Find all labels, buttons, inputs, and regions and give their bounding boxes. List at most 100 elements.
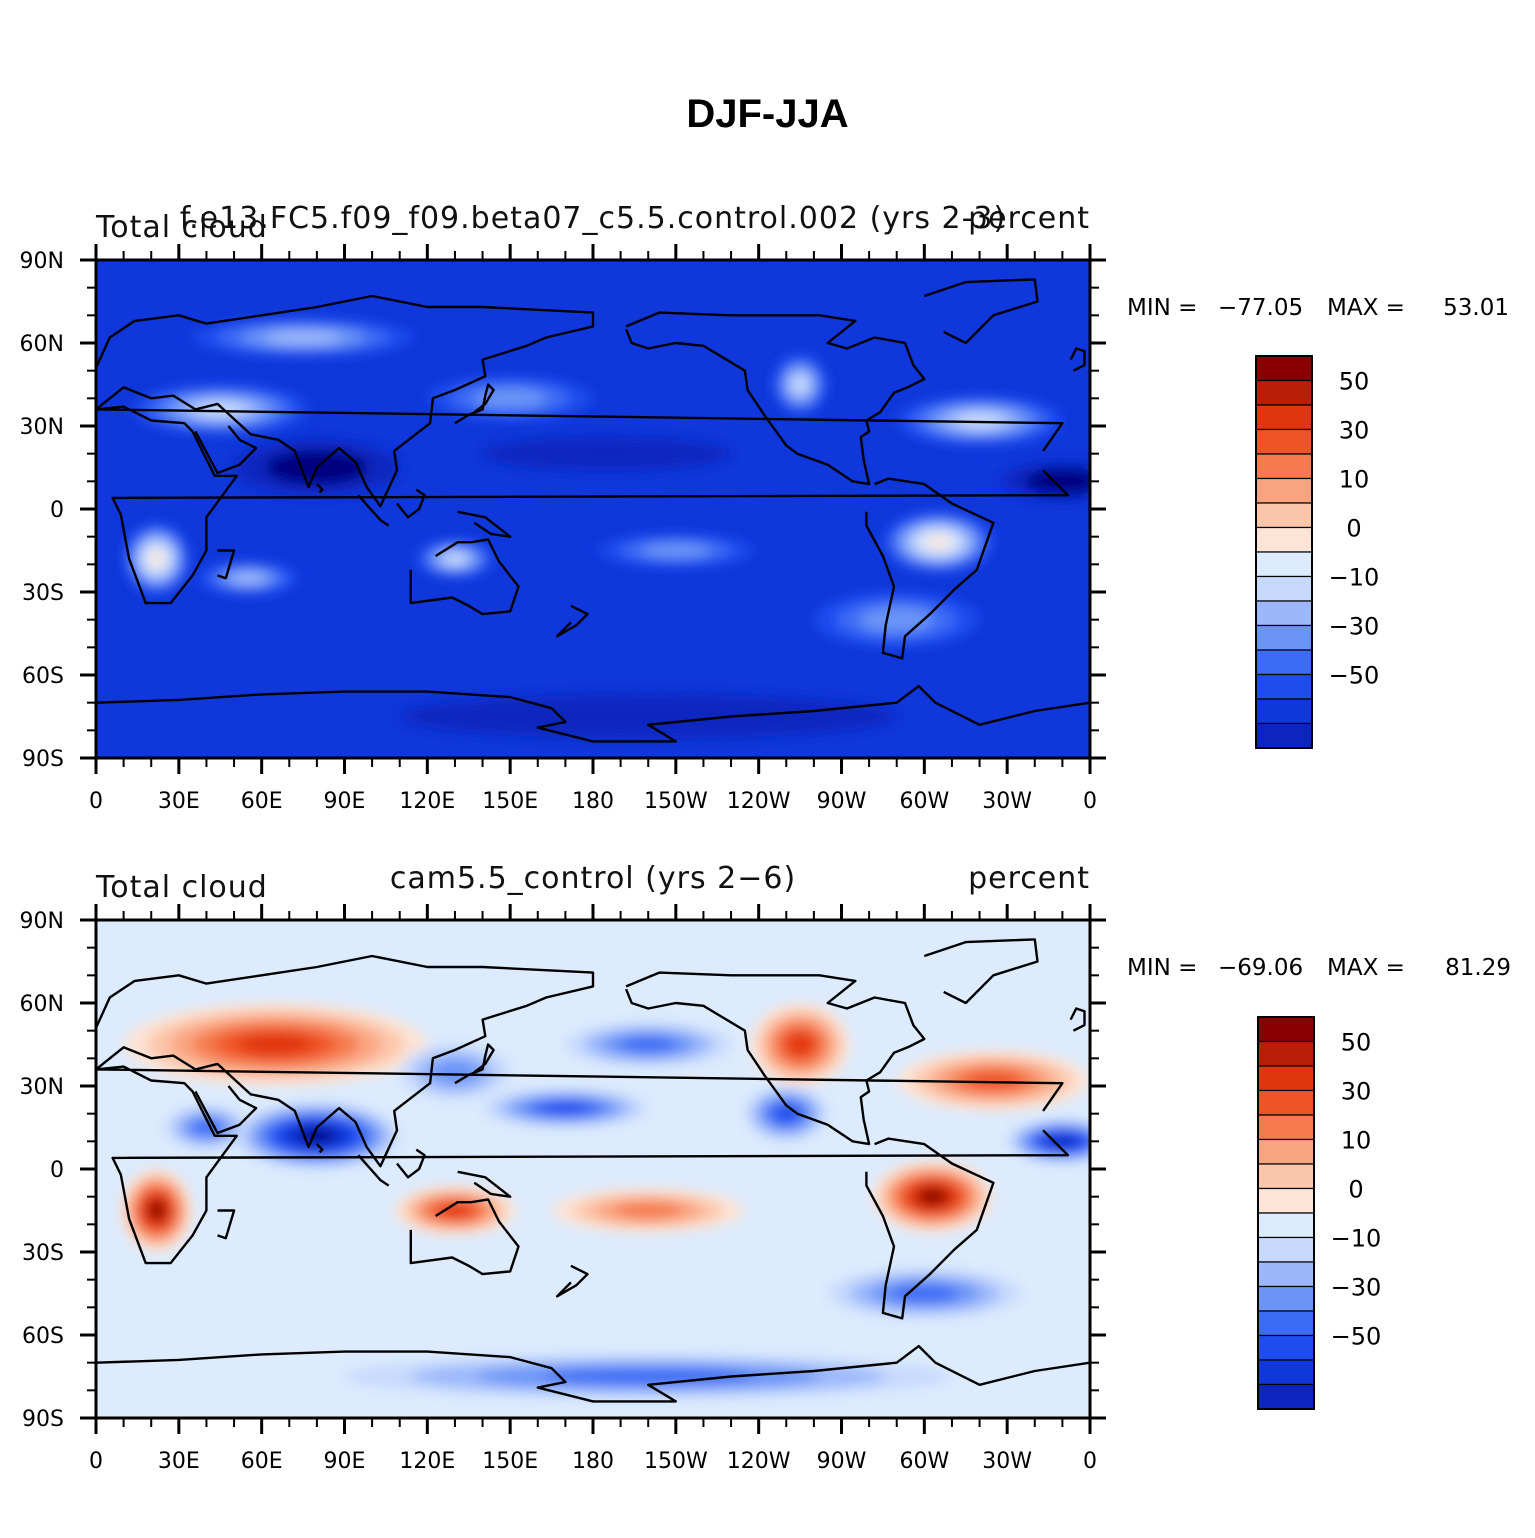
colorbar-segment — [1255, 355, 1313, 382]
coastline — [624, 311, 926, 486]
colorbar-frame — [1255, 355, 1313, 749]
coastline — [217, 1209, 236, 1240]
coastline — [396, 488, 426, 519]
lon-tick-label: 60W — [899, 789, 949, 814]
lon-tick-labels: 0 30E 60E 90E 120E 150E 180 150W 120W 90W 60W 30W 0 — [89, 789, 1097, 814]
colorbar-label: −50 — [1331, 1323, 1382, 1351]
lon-tick-label: 120W — [727, 1449, 791, 1474]
lat-tick-label: 30S — [22, 1241, 64, 1266]
lon-tick-labels: 0 30E 60E 90E 120E 150E 180 150W 120W 90W 60W 30W 0 — [89, 1449, 1097, 1474]
coastline — [96, 684, 1090, 743]
anomaly-contour — [788, 1034, 813, 1055]
panel-right-label: percent — [968, 861, 1090, 896]
colorbar-label: 10 — [1341, 1127, 1372, 1155]
coastline — [316, 483, 324, 494]
lat-tick-labels: 90N 60N 30N 0 30S 60S 90S — [20, 249, 64, 772]
lon-tick-label: 150E — [482, 1449, 538, 1474]
coastline — [96, 1344, 1090, 1403]
colorbar-label: −50 — [1329, 662, 1380, 690]
max-value: 81.29 — [1445, 955, 1511, 981]
colorbar-segment — [1257, 1285, 1315, 1312]
axis-ticks — [80, 904, 1106, 1434]
lon-tick-label: 180 — [572, 1449, 614, 1474]
lon-tick-label: 150W — [644, 789, 708, 814]
anomaly-contour — [230, 572, 266, 584]
colorbar-segment — [1257, 1236, 1315, 1263]
lon-tick-label: 120E — [399, 1449, 455, 1474]
lat-tick-label: 30N — [20, 1075, 64, 1100]
coastline — [217, 549, 236, 580]
lon-tick-label: 30W — [982, 789, 1032, 814]
colorbar-segment — [1255, 477, 1313, 504]
colorbar-segment — [1257, 1187, 1315, 1214]
panel-right-label: percent — [968, 201, 1090, 236]
lat-tick-labels: 90N 60N 30N 0 30S 60S 90S — [20, 909, 64, 1432]
colorbar-segment — [1257, 1016, 1315, 1043]
lat-tick-label: 60S — [22, 1324, 64, 1349]
coastline — [454, 1043, 495, 1085]
lon-tick-label: 0 — [89, 789, 103, 814]
panel-left-label: Total cloud — [95, 870, 268, 905]
colorbar-segment — [1257, 1138, 1315, 1165]
colorbar-segment — [1255, 526, 1313, 553]
min-label: MIN = — [1127, 295, 1197, 321]
colorbar-segment — [1255, 502, 1313, 529]
lon-tick-label: 120W — [727, 789, 791, 814]
lat-tick-label: 60N — [20, 992, 64, 1017]
colorbar-segment — [1255, 379, 1313, 406]
panel-center-label: f.e13.FC5.f09_f09.beta07_c5.5.control.00… — [180, 201, 1006, 236]
anomaly-field — [120, 1003, 1090, 1399]
figure-title: DJF-JJA — [686, 92, 849, 136]
coastline — [555, 1264, 589, 1298]
coastline — [865, 477, 995, 660]
coastline — [454, 383, 495, 425]
lon-tick-label: 30E — [158, 789, 200, 814]
anomaly-contour — [921, 1189, 944, 1204]
lon-tick-label: 60E — [241, 1449, 283, 1474]
colorbar-label: 50 — [1339, 368, 1370, 396]
colorbar-segment — [1257, 1040, 1315, 1067]
coastline — [357, 1154, 390, 1187]
colorbar-label: 30 — [1339, 417, 1370, 445]
coastline — [96, 405, 1070, 605]
colorbar-segment — [1255, 722, 1313, 749]
coastline — [96, 954, 595, 1168]
coastline — [396, 1148, 426, 1179]
colorbar-label: 0 — [1348, 1176, 1363, 1204]
anomaly-contour — [926, 535, 950, 549]
anomaly-contour — [149, 551, 164, 567]
colorbar-label: −10 — [1329, 564, 1380, 592]
anomaly-contour — [238, 1034, 313, 1055]
colorbar-label: 30 — [1341, 1078, 1372, 1106]
anomaly-contour — [890, 1284, 958, 1303]
coastlines — [96, 278, 1090, 743]
coastline — [457, 510, 512, 538]
coastline — [194, 425, 258, 475]
coastline — [555, 604, 589, 638]
lat-tick-label: 0 — [50, 498, 64, 523]
colorbar-segment — [1255, 575, 1313, 602]
anomaly-contour — [774, 1105, 799, 1122]
colorbar-segment — [1255, 428, 1313, 455]
coastline — [923, 938, 1039, 1005]
colorbar: 50 30 10 0 −10 −30 −50 — [1257, 1016, 1382, 1410]
map-panel-top: Total cloud f.e13.FC5.f09_f09.beta07_c5.… — [20, 201, 1509, 814]
colorbar-segment — [1257, 1163, 1315, 1190]
lon-tick-label: 150W — [644, 1449, 708, 1474]
anomaly-contour — [792, 375, 808, 394]
coastline — [409, 1198, 520, 1276]
colorbar-segment — [1255, 673, 1313, 700]
lon-tick-label: 150E — [482, 789, 538, 814]
colorbar-segment — [1255, 600, 1313, 627]
anomaly-contour — [482, 437, 732, 471]
lon-tick-label: 0 — [1083, 1449, 1097, 1474]
anomaly-contour — [641, 543, 711, 558]
anomaly-contour — [301, 1129, 333, 1142]
anomaly-contour — [614, 1202, 682, 1219]
colorbar: 50 30 10 0 −10 −30 −50 — [1255, 355, 1380, 749]
coastline — [923, 278, 1039, 345]
panel-left-label: Total cloud — [95, 210, 268, 245]
lat-tick-label: 90N — [20, 909, 64, 934]
lon-tick-label: 60E — [241, 789, 283, 814]
colorbar-label: −30 — [1329, 613, 1380, 641]
